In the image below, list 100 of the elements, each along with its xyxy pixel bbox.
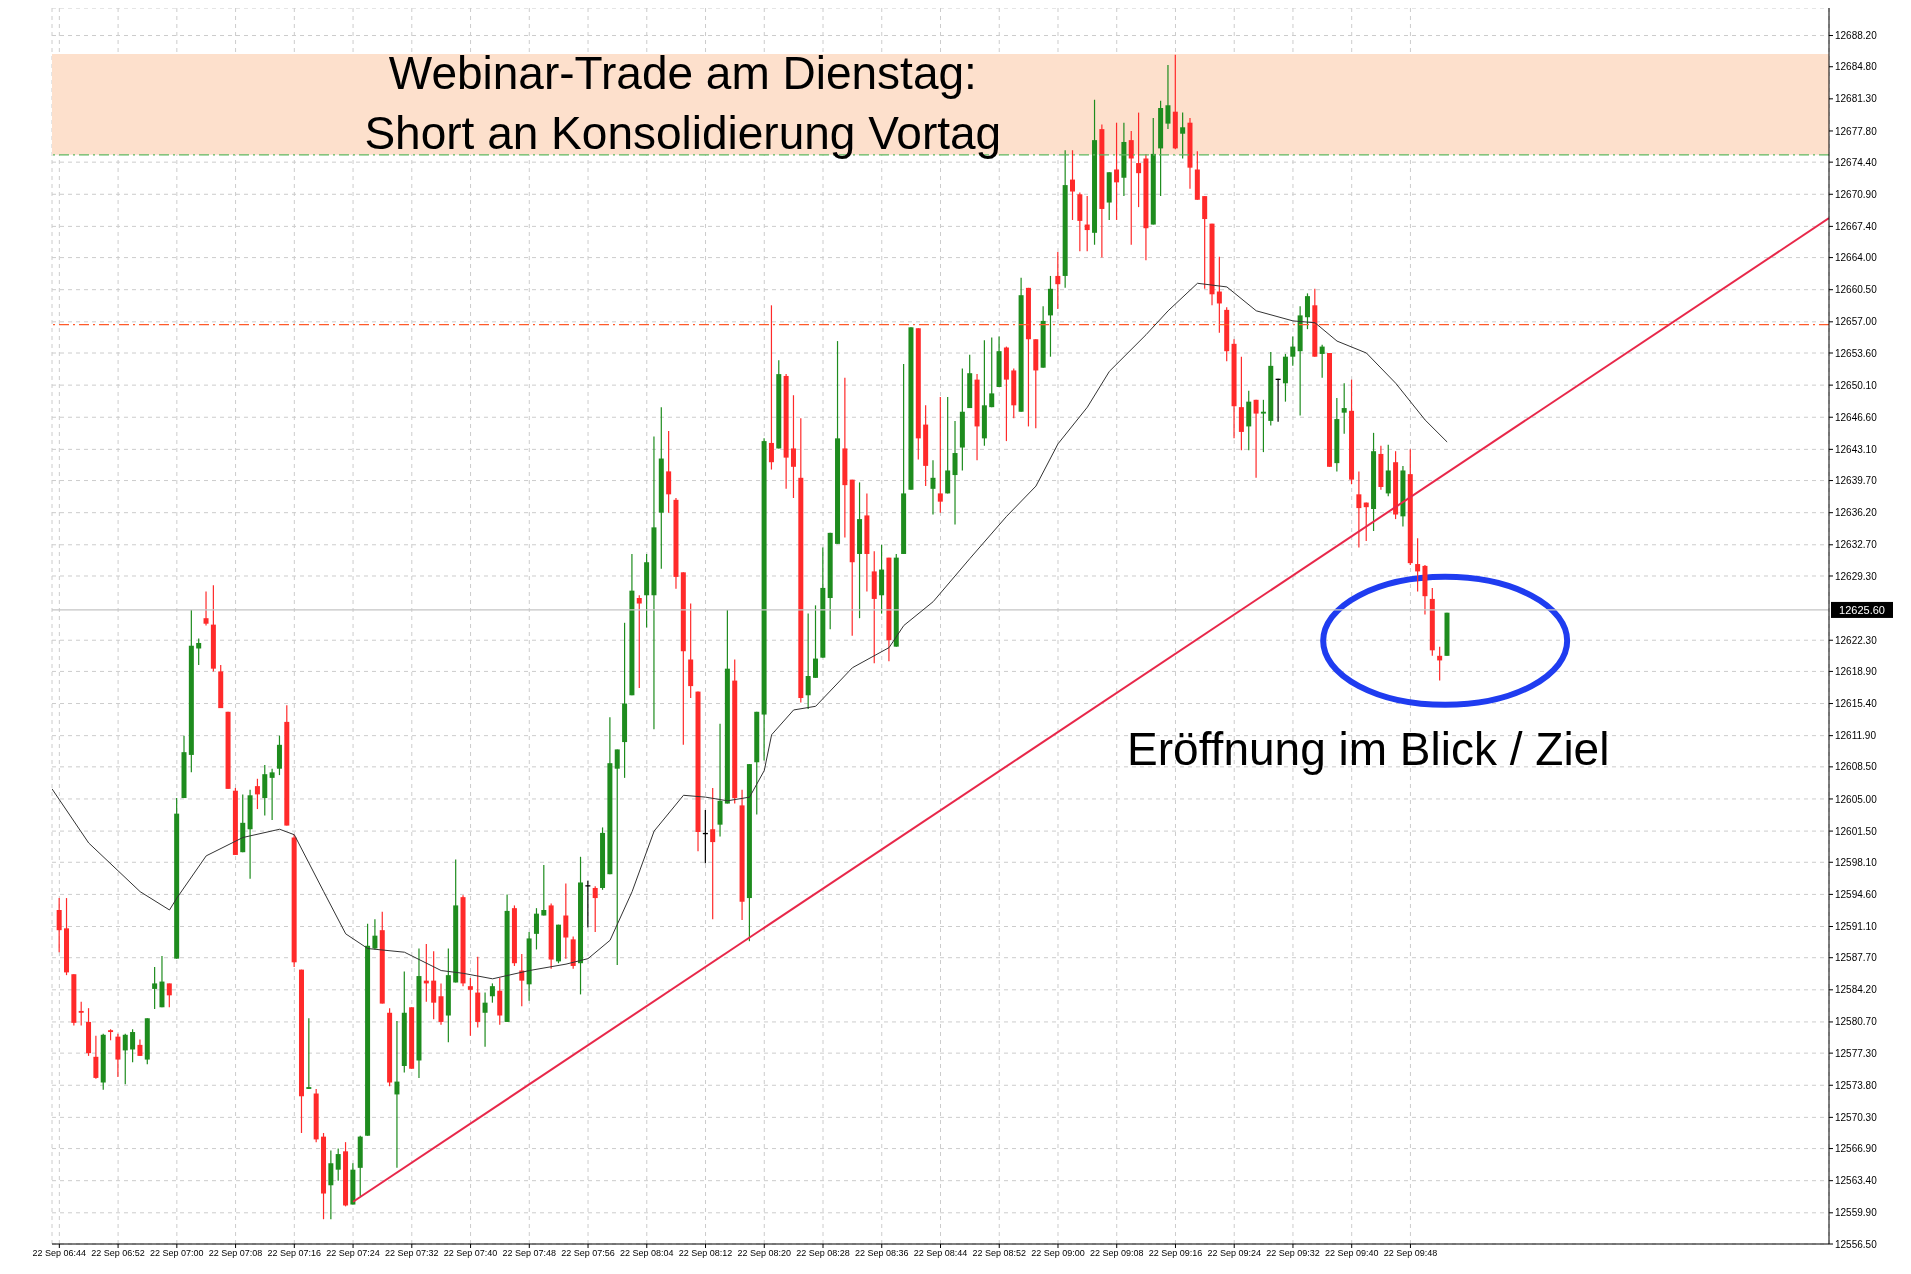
candlestick <box>56 897 62 953</box>
x-tick-label: 22 Sep 09:16 <box>1148 1248 1203 1259</box>
candlestick <box>614 748 620 966</box>
y-tick-label: 12684.80 <box>1835 61 1878 73</box>
y-tick-label: 12598.10 <box>1835 856 1878 868</box>
candlestick <box>306 1017 312 1090</box>
y-tick-label: 12591.10 <box>1835 921 1878 933</box>
y-tick-label: 12643.10 <box>1835 443 1878 455</box>
x-tick-label: 22 Sep 07:32 <box>385 1248 439 1259</box>
candlestick <box>1055 251 1061 310</box>
x-tick-label: 22 Sep 08:36 <box>854 1248 909 1259</box>
candlestick <box>130 1028 136 1063</box>
x-tick-label: 22 Sep 09:08 <box>1089 1248 1144 1259</box>
candlestick <box>1341 382 1347 435</box>
candlestick <box>805 613 811 710</box>
y-tick-label: 12674.40 <box>1835 156 1878 168</box>
candlestick <box>1290 335 1296 367</box>
candlestick <box>166 982 172 1008</box>
y-tick-label: 12556.50 <box>1835 1238 1878 1250</box>
y-tick-label: 12584.20 <box>1835 984 1878 996</box>
candlestick <box>203 590 209 627</box>
candlestick <box>710 787 716 920</box>
candlestick <box>1136 112 1142 208</box>
x-tick-label: 22 Sep 09:24 <box>1207 1248 1261 1259</box>
candlestick <box>1253 399 1259 479</box>
candlestick <box>989 336 995 408</box>
candlestick <box>276 735 282 776</box>
x-tick-label: 22 Sep 08:12 <box>678 1248 733 1259</box>
y-tick-label: 12632.70 <box>1835 539 1878 551</box>
x-tick-label: 22 Sep 08:04 <box>620 1248 674 1259</box>
y-tick-label: 12688.20 <box>1835 30 1878 42</box>
y-tick-label: 12677.80 <box>1835 125 1878 137</box>
candlestick <box>930 459 936 516</box>
y-tick-label: 12615.40 <box>1835 698 1878 710</box>
candlestick <box>1202 195 1208 290</box>
candlestick <box>592 885 598 933</box>
y-tick-label: 12608.50 <box>1835 761 1878 773</box>
x-tick-label: 22 Sep 07:24 <box>326 1248 380 1259</box>
candlestick <box>717 723 723 838</box>
candlestick <box>1415 537 1421 593</box>
candlestick <box>254 778 260 810</box>
y-tick-label: 12664.00 <box>1835 252 1878 264</box>
candlestick <box>1304 292 1310 330</box>
y-tick-label: 12660.50 <box>1835 284 1878 296</box>
y-tick-label: 12646.60 <box>1835 411 1878 423</box>
candlestick <box>585 880 591 929</box>
candlestick <box>1070 149 1075 221</box>
y-tick-label: 12580.70 <box>1835 1016 1878 1028</box>
y-tick-label: 12566.90 <box>1835 1143 1878 1155</box>
candlestick <box>1260 399 1266 453</box>
candlestick <box>152 966 158 1010</box>
y-tick-label: 12618.90 <box>1835 665 1878 677</box>
x-tick-label: 22 Sep 07:16 <box>267 1248 322 1259</box>
candlestick <box>1128 130 1134 246</box>
x-tick-label: 22 Sep 09:48 <box>1383 1248 1438 1259</box>
y-tick-label: 12667.40 <box>1835 220 1878 232</box>
text: Webinar-Trade am Dienstag: Short an Konsolidierung Vortag <box>363 46 1003 161</box>
candlestick <box>1385 444 1391 497</box>
candlestick <box>945 396 951 495</box>
x-tick-label: 22 Sep 07:40 <box>443 1248 498 1259</box>
candlestick <box>768 304 774 471</box>
x-tick-label: 22 Sep 07:56 <box>561 1248 615 1259</box>
candlestick <box>372 918 378 951</box>
candlestick <box>790 394 796 499</box>
x-tick-label: 22 Sep 09:32 <box>1266 1248 1320 1259</box>
y-tick-label: 12657.00 <box>1835 316 1878 328</box>
candlestick <box>394 1020 400 1169</box>
candlestick <box>666 430 672 514</box>
x-tick-label: 22 Sep 08:28 <box>796 1248 850 1259</box>
y-tick-label: 12594.60 <box>1835 888 1878 900</box>
ref-line-label: 12625.60 <box>1839 603 1885 616</box>
x-tick-label: 22 Sep 07:48 <box>502 1248 557 1259</box>
x-tick-label: 22 Sep 08:20 <box>737 1248 792 1259</box>
x-tick-label: 22 Sep 09:00 <box>1031 1248 1085 1259</box>
y-tick-label: 12570.30 <box>1835 1111 1878 1123</box>
y-tick-label: 12653.60 <box>1835 347 1878 359</box>
candlestick <box>431 950 437 1020</box>
candlestick <box>489 982 495 1004</box>
y-tick-label: 12605.00 <box>1835 793 1878 805</box>
candlestick <box>533 907 539 951</box>
y-tick-label: 12559.90 <box>1835 1207 1878 1219</box>
y-tick-label: 12611.90 <box>1835 730 1877 742</box>
candlestick <box>1180 112 1186 160</box>
x-tick-label: 22 Sep 09:40 <box>1324 1248 1379 1259</box>
candlestick <box>78 1001 84 1027</box>
x-tick-label: 22 Sep 08:44 <box>913 1248 968 1259</box>
x-tick-label: 22 Sep 06:44 <box>32 1248 87 1259</box>
candlestick <box>952 420 958 526</box>
annotation: Eröffnung im Blick / Ziel <box>1127 722 1610 777</box>
x-tick-label: 22 Sep 07:08 <box>208 1248 263 1259</box>
candlestick <box>1165 64 1171 130</box>
y-tick-label: 12629.30 <box>1835 570 1878 582</box>
candlestick <box>269 768 275 821</box>
candlestick <box>122 1033 128 1085</box>
candlestick <box>328 1149 334 1220</box>
candlestick <box>813 604 818 679</box>
candlestick <box>1319 344 1325 379</box>
candlestick <box>93 1035 99 1080</box>
y-tick-label: 12650.10 <box>1835 379 1878 391</box>
candlestick <box>563 882 569 960</box>
